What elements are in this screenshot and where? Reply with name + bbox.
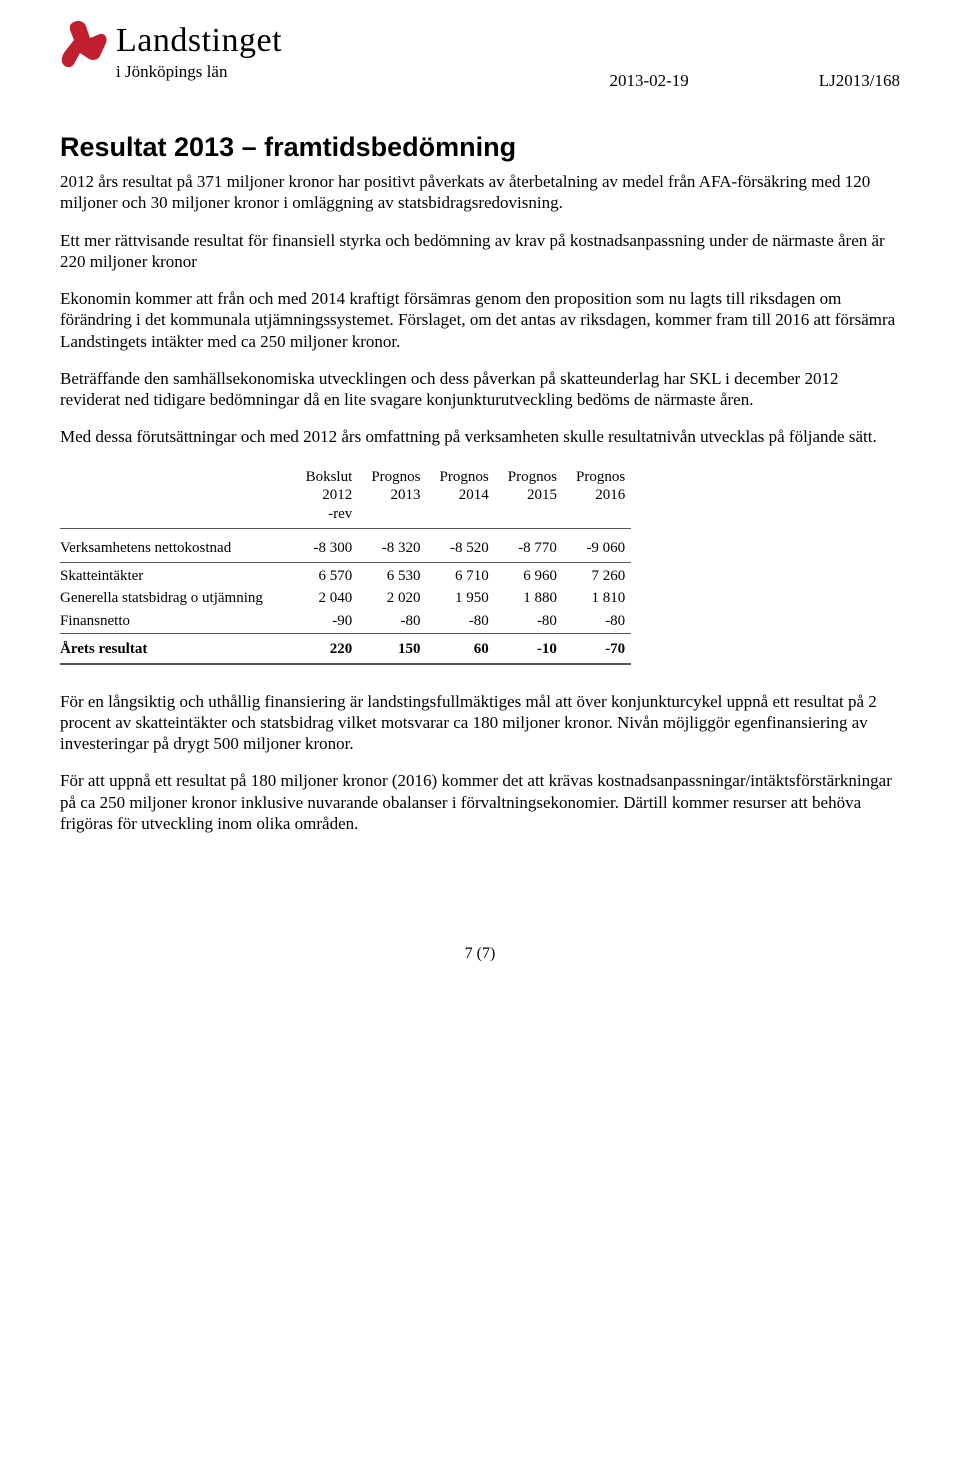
table-cell: 2 020	[358, 587, 426, 610]
table-row-label: Finansnetto	[60, 610, 293, 633]
table-cell: -90	[293, 610, 358, 633]
body-paragraph: För en långsiktig och uthållig finansier…	[60, 691, 900, 755]
body-paragraph: 2012 års resultat på 371 miljoner kronor…	[60, 171, 900, 214]
table-cell: 220	[293, 633, 358, 663]
table-col-header: Bokslut2012-rev	[293, 466, 358, 529]
table-cell: 6 570	[293, 562, 358, 587]
page-header: Landstinget i Jönköpings län 2013-02-19 …	[60, 20, 900, 91]
table-row-label: Årets resultat	[60, 633, 293, 663]
table-col-header: Prognos2013	[358, 466, 426, 529]
table-col-header: Prognos2015	[495, 466, 563, 529]
table-cell: -80	[563, 610, 631, 633]
table-body: Verksamhetens nettokostnad-8 300-8 320-8…	[60, 528, 631, 663]
table-cell: -9 060	[563, 528, 631, 562]
doc-meta: 2013-02-19 LJ2013/168	[609, 70, 900, 91]
table-col-header	[60, 466, 293, 529]
body-paragraph: Med dessa förutsättningar och med 2012 å…	[60, 426, 900, 447]
table-cell: 1 810	[563, 587, 631, 610]
table-col-header: Prognos2016	[563, 466, 631, 529]
table-row-label: Skatteintäkter	[60, 562, 293, 587]
table-row-label: Generella statsbidrag o utjämning	[60, 587, 293, 610]
page-title: Resultat 2013 – framtidsbedömning	[60, 131, 900, 165]
table-cell: 1 880	[495, 587, 563, 610]
table-cell: -10	[495, 633, 563, 663]
table-cell: 6 530	[358, 562, 426, 587]
table-row: Årets resultat22015060-10-70	[60, 633, 631, 663]
logo-subtitle: i Jönköpings län	[116, 61, 282, 82]
table-row: Generella statsbidrag o utjämning2 0402 …	[60, 587, 631, 610]
table-cell: -8 770	[495, 528, 563, 562]
table-col-header: Prognos2014	[427, 466, 495, 529]
table-row: Verksamhetens nettokostnad-8 300-8 320-8…	[60, 528, 631, 562]
landstinget-logo-icon	[60, 20, 108, 81]
table-cell: -8 300	[293, 528, 358, 562]
table-cell: 150	[358, 633, 426, 663]
body-paragraph: Beträffande den samhällsekonomiska utvec…	[60, 368, 900, 411]
table-cell: 6 960	[495, 562, 563, 587]
table-row-label: Verksamhetens nettokostnad	[60, 528, 293, 562]
table-cell: 60	[427, 633, 495, 663]
table-cell: 1 950	[427, 587, 495, 610]
table-cell: 7 260	[563, 562, 631, 587]
forecast-table-wrap: Bokslut2012-revPrognos2013Prognos2014Pro…	[60, 466, 900, 665]
logo-text: Landstinget i Jönköpings län	[116, 20, 282, 82]
doc-date: 2013-02-19	[609, 70, 688, 91]
table-cell: 2 040	[293, 587, 358, 610]
table-row: Skatteintäkter6 5706 5306 7106 9607 260	[60, 562, 631, 587]
body-paragraph: För att uppnå ett resultat på 180 miljon…	[60, 770, 900, 834]
table-cell: -8 520	[427, 528, 495, 562]
page-number: 7 (7)	[60, 944, 900, 964]
table-cell: -80	[358, 610, 426, 633]
body-paragraph: Ekonomin kommer att från och med 2014 kr…	[60, 288, 900, 352]
table-head: Bokslut2012-revPrognos2013Prognos2014Pro…	[60, 466, 631, 529]
doc-ref: LJ2013/168	[819, 70, 900, 91]
logo-title: Landstinget	[116, 20, 282, 63]
body-paragraph: Ett mer rättvisande resultat för finansi…	[60, 230, 900, 273]
table-cell: -8 320	[358, 528, 426, 562]
table-cell: -80	[495, 610, 563, 633]
table-cell: -70	[563, 633, 631, 663]
table-row: Finansnetto-90-80-80-80-80	[60, 610, 631, 633]
table-cell: 6 710	[427, 562, 495, 587]
logo-block: Landstinget i Jönköpings län	[60, 20, 282, 82]
table-cell: -80	[427, 610, 495, 633]
forecast-table: Bokslut2012-revPrognos2013Prognos2014Pro…	[60, 466, 631, 665]
